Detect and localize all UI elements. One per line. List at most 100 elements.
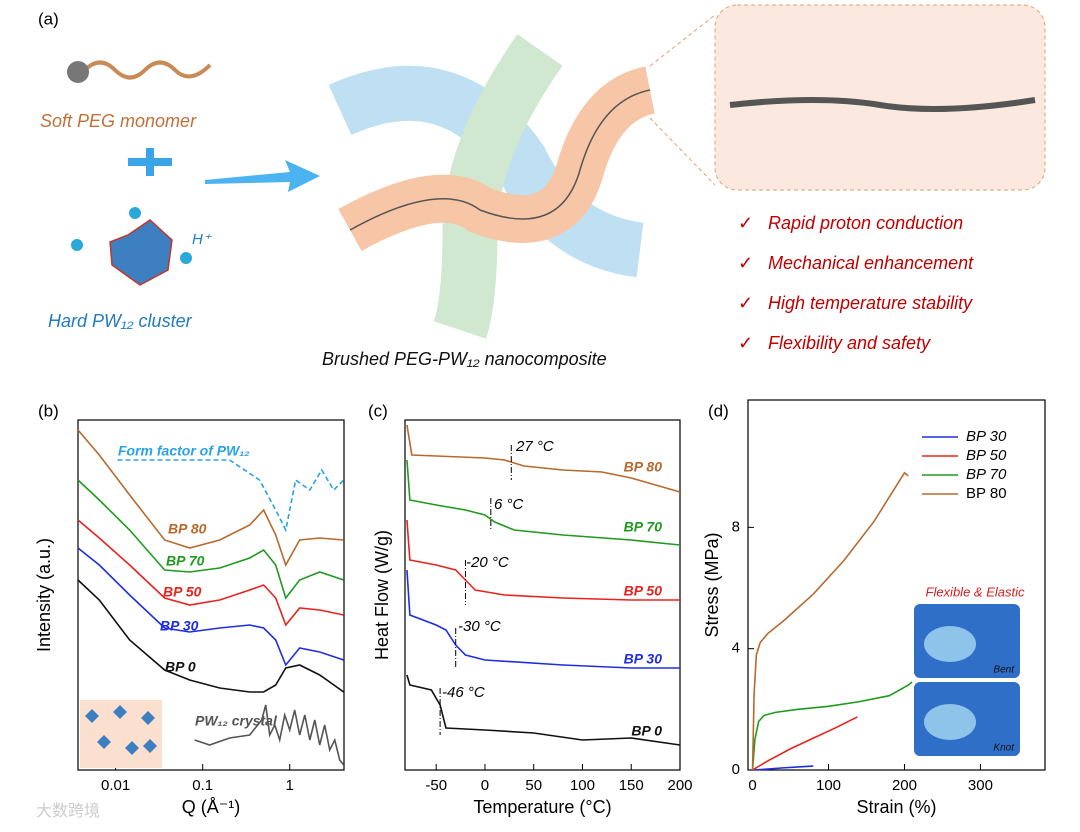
y-tick-label: 8 [732, 518, 740, 535]
inset-cluster [85, 709, 99, 723]
x-tick-label: 0 [481, 777, 489, 794]
photo-object [924, 704, 976, 740]
legend-label: BP 70 [966, 466, 1007, 483]
series-label: BP 30 [160, 618, 199, 634]
series-label: Form factor of PW₁₂ [118, 443, 250, 459]
tg-label: 6 °C [494, 496, 524, 513]
y-axis-label: Heat Flow (W/g) [372, 530, 392, 660]
plus [128, 148, 172, 176]
panel-label: (b) [38, 401, 59, 420]
photo-object [924, 626, 976, 662]
y-tick-label: 0 [732, 761, 740, 778]
series-line [406, 424, 681, 493]
inset-cluster [113, 705, 127, 719]
peg-head [67, 61, 89, 83]
photo-label: Knot [993, 743, 1015, 754]
feature: Mechanical enhancement [768, 253, 974, 273]
tg-label: 27 °C [515, 438, 554, 455]
panel-label: (a) [38, 9, 59, 28]
series-label: BP 30 [624, 651, 663, 667]
check-mark: ✓ [738, 293, 753, 313]
x-tick-label: 100 [816, 777, 841, 794]
tg-label: -46 °C [442, 684, 485, 701]
inset-cluster [125, 741, 139, 755]
series-line [77, 479, 344, 600]
series-line [77, 547, 344, 667]
x-tick-label: 0.01 [101, 777, 130, 794]
y-tick-label: 4 [732, 640, 740, 657]
series-label: BP 80 [168, 521, 207, 537]
series-line [117, 459, 345, 533]
check-mark: ✓ [738, 333, 753, 353]
x-tick-label: 150 [619, 777, 644, 794]
x-axis-label: Strain (%) [856, 797, 936, 817]
zoom-backbone [729, 97, 1036, 112]
series-line [752, 765, 814, 771]
zoom-line [649, 14, 716, 67]
check-mark: ✓ [738, 253, 753, 273]
series-label: BP 70 [624, 519, 663, 535]
series-label: BP 50 [163, 584, 202, 600]
series-label: BP 80 [624, 459, 663, 475]
series-line [406, 674, 681, 746]
feature: Rapid proton conduction [768, 213, 963, 233]
watermark: 大数跨境 [36, 801, 100, 820]
series-label: BP 70 [166, 553, 205, 569]
panel-label: (c) [368, 401, 388, 420]
axes-frame [404, 419, 681, 771]
tg-label: -30 °C [458, 618, 501, 635]
x-tick-label: 200 [667, 777, 692, 794]
proton [180, 252, 192, 264]
series-line [77, 519, 344, 627]
tg-label: -20 °C [466, 554, 509, 571]
zoom-box [714, 4, 1046, 191]
proton [71, 239, 83, 251]
composite-label: Brushed PEG-PW₁₂ nanocomposite [322, 349, 607, 369]
x-axis-label: Temperature (°C) [473, 797, 611, 817]
tube-blue [328, 65, 645, 278]
panel-label: (d) [708, 401, 729, 420]
monomer-label: Soft PEG monomer [40, 111, 197, 131]
inset-cluster [141, 711, 155, 725]
x-tick-label: 0 [748, 777, 756, 794]
axes-frame [77, 419, 345, 771]
series-label: BP 0 [165, 659, 196, 675]
zoom-line [649, 117, 716, 186]
x-tick-label: 50 [525, 777, 542, 794]
series-line [77, 579, 345, 693]
cluster [109, 219, 173, 286]
x-tick-label: 100 [570, 777, 595, 794]
check-mark: ✓ [738, 213, 753, 233]
cluster-label: Hard PW₁₂ cluster [48, 311, 193, 331]
x-tick-label: 200 [892, 777, 917, 794]
axes-frame [747, 399, 1046, 771]
series-line [752, 716, 858, 771]
legend-label: BP 80 [966, 485, 1007, 502]
series-line [751, 471, 909, 771]
y-axis-label: Intensity (a.u.) [34, 538, 54, 652]
series-line [194, 704, 345, 766]
y-axis-label: Stress (MPa) [702, 532, 722, 637]
panel-a-art [67, 4, 1046, 339]
x-tick-label: -50 [425, 777, 447, 794]
series-line [406, 569, 680, 669]
x-tick-label: 1 [286, 777, 294, 794]
legend-label: BP 50 [966, 447, 1007, 464]
series-label: BP 50 [624, 583, 663, 599]
series-line [77, 429, 344, 567]
feature: High temperature stability [768, 293, 973, 313]
series-label: PW₁₂ crystal [195, 713, 278, 729]
peg-chain [83, 60, 212, 80]
series-label: BP 0 [631, 723, 662, 739]
proton [129, 207, 141, 219]
feature: Flexibility and safety [768, 333, 931, 353]
series-line [751, 681, 913, 771]
x-axis-label: Q (Å⁻¹) [182, 797, 241, 817]
inset-title: Flexible & Elastic [926, 584, 1025, 599]
inset-cluster [143, 739, 157, 753]
arrow [205, 160, 320, 192]
backbone [349, 89, 651, 231]
inset-cluster [97, 735, 111, 749]
legend-label: BP 30 [966, 428, 1007, 445]
